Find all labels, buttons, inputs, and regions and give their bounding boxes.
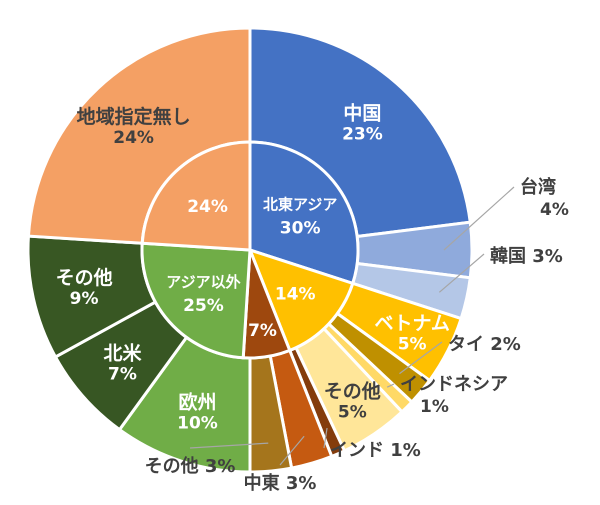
inner-label-value: 24%	[187, 197, 228, 217]
leader-line	[438, 253, 485, 293]
leader-line	[279, 435, 305, 466]
inner-label-value: 7%	[248, 321, 277, 341]
outer-label-value: 4%	[540, 200, 569, 220]
outer-label-name-value: その他 3%	[145, 455, 236, 477]
outer-label-value: 7%	[108, 364, 137, 384]
outer-label-value: 24%	[113, 128, 154, 148]
inner-label-value: 30%	[280, 219, 321, 239]
outer-label-name-value: インド 1%	[330, 440, 421, 461]
inner-label-name: アジア以外	[166, 273, 240, 291]
outer-label-name-value: タイ 2%	[448, 334, 521, 355]
outer-label-name-value: 韓国 3%	[490, 245, 563, 267]
leader-line	[189, 442, 269, 449]
outer-label-name: その他	[324, 380, 381, 403]
outer-label-value: 9%	[70, 289, 99, 309]
outer-label-name: 北米	[103, 341, 142, 364]
inner-slice-0	[248, 140, 360, 286]
leader-line	[323, 427, 328, 449]
inner-label-value: 25%	[183, 296, 224, 316]
inner-slice-3	[140, 241, 252, 360]
outer-label-name: その他	[56, 266, 113, 289]
outer-label-name: ベトナム	[374, 313, 449, 335]
leader-line	[386, 383, 395, 388]
outer-label-value: 23%	[342, 124, 383, 144]
outer-label-value: 10%	[177, 414, 218, 434]
outer-label-value: 5%	[338, 403, 367, 423]
outer-label-name: 中国	[343, 101, 381, 124]
outer-label-name: 地域指定無し	[77, 105, 191, 128]
inner-label-value: 14%	[275, 284, 316, 304]
leader-line	[399, 341, 443, 375]
outer-label-name: 台湾	[520, 176, 556, 198]
outer-label-value: 1%	[420, 397, 449, 417]
outer-label-name-value: 中東 3%	[244, 472, 317, 494]
outer-label-name: 欧州	[178, 391, 216, 414]
inner-label-name: 北東アジア	[263, 196, 337, 214]
outer-label-value: 5%	[398, 335, 427, 355]
outer-label-name: インドネシア	[400, 374, 508, 395]
inner-slice-1	[247, 247, 355, 353]
inner-slice-4	[140, 140, 252, 252]
leader-line	[443, 186, 515, 251]
